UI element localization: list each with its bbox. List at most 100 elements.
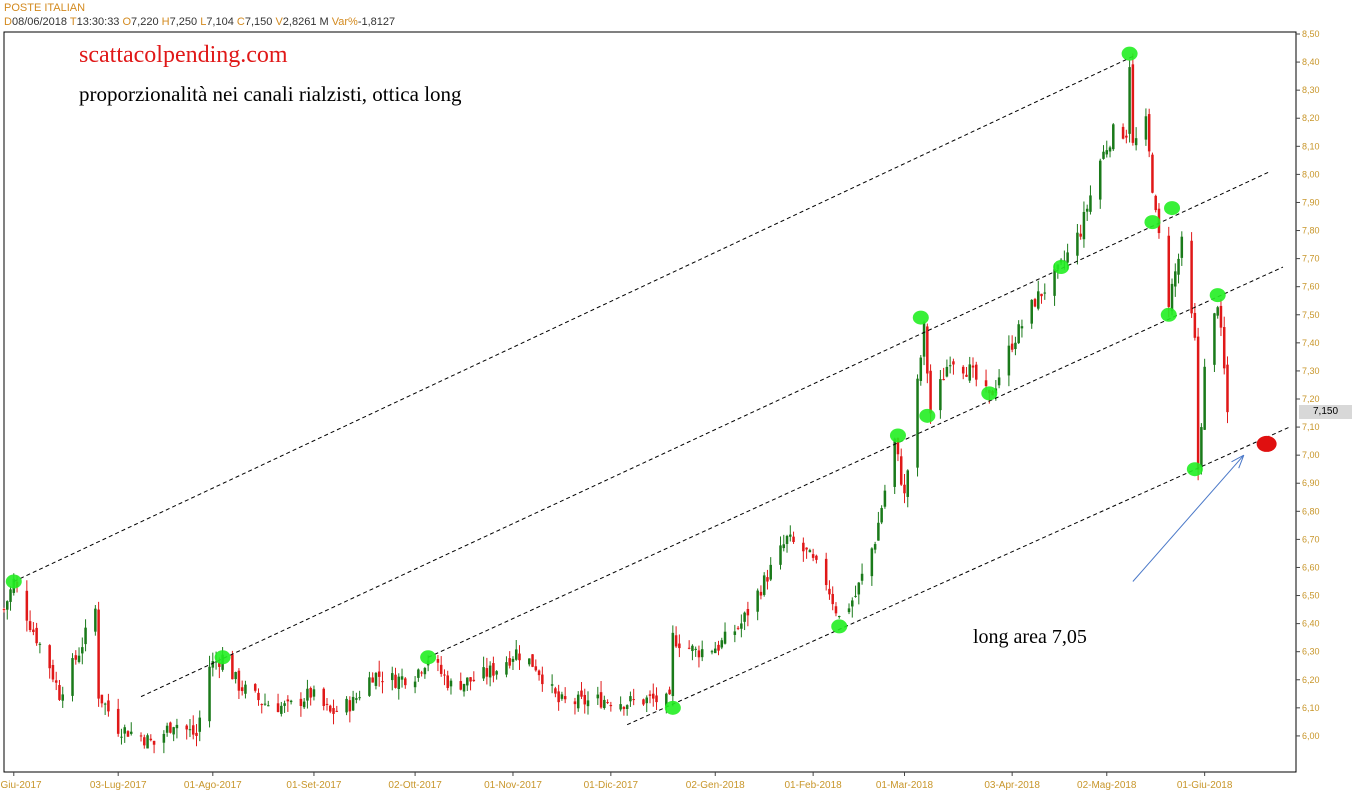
candle-body [926, 326, 929, 374]
candle-body [51, 664, 55, 680]
x-tick-label: 03-Apr-2018 [984, 780, 1040, 791]
candle-body [35, 627, 38, 644]
candle-body [466, 677, 469, 686]
candle-body [674, 635, 678, 647]
candle-body [485, 668, 489, 677]
candle-body [436, 659, 440, 663]
x-tick-label: 01-Feb-2018 [784, 780, 842, 791]
candle-body [231, 654, 234, 680]
y-tick-label: 7,20 [1302, 394, 1320, 404]
y-tick-label: 6,90 [1302, 478, 1320, 488]
candle-body [1020, 326, 1024, 329]
candle-body [919, 357, 923, 381]
candle-body [573, 701, 577, 705]
x-tick-label: 02-Mag-2018 [1077, 780, 1137, 791]
y-tick-label: 7,40 [1302, 338, 1320, 348]
candle-body [782, 544, 786, 549]
candle-body [583, 694, 587, 705]
candle-body [1193, 312, 1197, 338]
candle-body [257, 692, 260, 701]
candle-body [322, 688, 325, 706]
quote-field-label: T [69, 16, 77, 28]
candle-body [488, 665, 492, 678]
candle-body [645, 697, 648, 704]
candle-body [1014, 342, 1017, 350]
x-tick-label: 01-Giu-2018 [1177, 780, 1233, 791]
candle-body [84, 627, 87, 645]
candle-body [462, 683, 466, 692]
candle-body [404, 678, 407, 686]
x-tick-label: 01-Nov-2017 [484, 780, 542, 791]
candle-body [280, 705, 283, 714]
candle-body [873, 544, 877, 550]
y-tick-label: 6,60 [1302, 562, 1320, 572]
candle-body [531, 654, 534, 667]
x-tick-label: 01-Ago-2017 [184, 780, 242, 791]
candle-body [945, 366, 949, 377]
candle-body [1131, 64, 1135, 143]
candle-body [1200, 427, 1203, 468]
candle-body [97, 609, 100, 699]
arrow-head [1231, 454, 1245, 463]
candle-body [1180, 236, 1184, 258]
touch-point-marker [1186, 462, 1203, 477]
candle-body [175, 724, 179, 729]
candle-body [329, 705, 332, 712]
candle-body [240, 687, 244, 692]
touch-point-marker [912, 310, 929, 325]
candle-body [1144, 116, 1148, 140]
candle-body [28, 621, 32, 631]
candle-body [302, 701, 306, 708]
candle-body [896, 437, 900, 455]
x-tick-label: 01-Giu-2017 [0, 780, 42, 791]
candle-body [700, 649, 704, 658]
y-tick-label: 8,10 [1302, 141, 1320, 151]
y-tick-label: 8,30 [1302, 85, 1320, 95]
candle-body [694, 648, 697, 650]
candle-body [139, 735, 143, 737]
x-tick-label: 01-Dic-2017 [584, 780, 639, 791]
candle-body [439, 664, 443, 674]
candle-body [335, 710, 339, 712]
arrow-head [1238, 454, 1245, 469]
candle-body [883, 490, 887, 507]
quote-field-label: O [122, 16, 132, 28]
candle-body [446, 675, 449, 688]
candle-body [1066, 252, 1069, 263]
candle-body [922, 322, 926, 357]
candle-body [968, 364, 971, 381]
candle-body [345, 698, 348, 713]
candle-body [61, 694, 64, 701]
candle-body [511, 658, 515, 662]
candle-body [743, 612, 746, 622]
touch-point-marker [981, 386, 998, 401]
candle-body [736, 627, 740, 629]
y-tick-label: 7,00 [1302, 450, 1320, 460]
candle-body [899, 456, 903, 485]
candle-body [762, 575, 766, 595]
candle-body [534, 666, 538, 671]
y-tick-label: 8,00 [1302, 169, 1320, 179]
x-tick-label: 01-Set-2017 [286, 780, 341, 791]
candle-body [1125, 135, 1128, 138]
candle-body [32, 629, 35, 632]
candle-body [563, 696, 567, 700]
candle-body [449, 680, 453, 687]
touch-point-marker [919, 408, 936, 423]
y-tick-label: 7,50 [1302, 310, 1320, 320]
candle-body [1213, 313, 1216, 365]
candle-body [560, 694, 564, 699]
quote-field-value: -1,8127 [357, 16, 396, 28]
candle-body [508, 658, 511, 666]
candle-body [655, 695, 658, 703]
quote-field-label: Var% [331, 16, 358, 28]
candle-body [9, 589, 12, 602]
candle-body [149, 738, 153, 741]
channel-line [427, 266, 1284, 658]
candle-body [916, 378, 919, 468]
y-tick-label: 6,50 [1302, 591, 1320, 601]
touch-point-marker [889, 428, 906, 443]
candle-body [400, 676, 404, 680]
candle-body [495, 671, 498, 675]
